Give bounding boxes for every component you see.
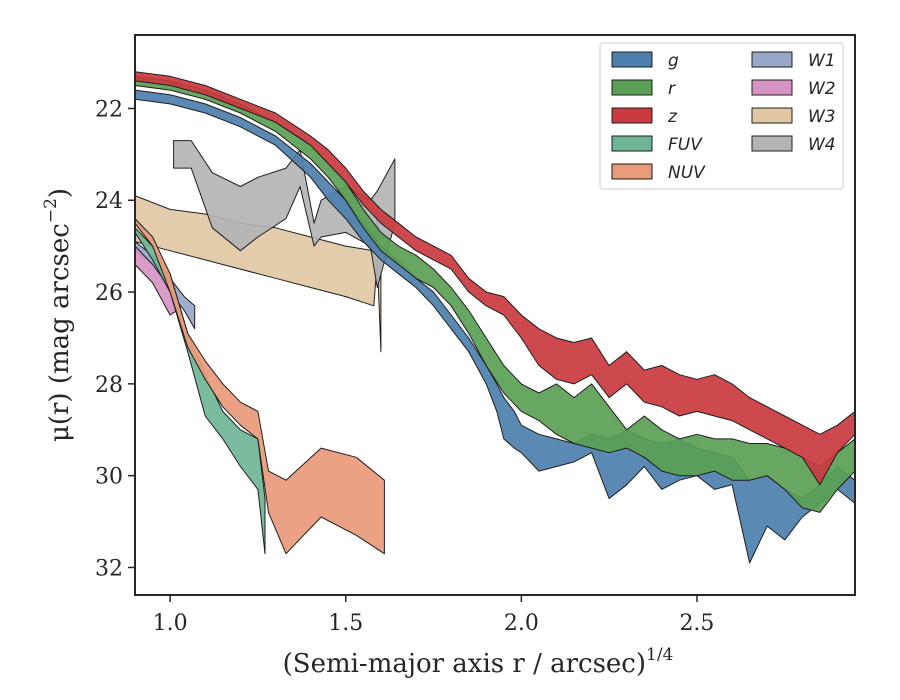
band-nuv <box>135 218 385 555</box>
x-axis-label-exponent: 1/4 <box>646 645 673 665</box>
x-tick-label: 1.0 <box>153 611 188 636</box>
y-axis-ticks: 22 24 26 28 30 32 <box>95 97 135 581</box>
legend-swatch-nuv <box>611 163 653 180</box>
legend-label-w4: W4 <box>808 135 836 155</box>
x-tick-label: 1.5 <box>328 611 363 636</box>
legend-swatch-w2 <box>751 79 793 96</box>
legend-swatch-w4 <box>751 135 793 152</box>
legend-label-w3: W3 <box>808 107 836 127</box>
legend-label-r: r <box>668 79 676 99</box>
x-axis-label-main: (Semi-major axis r / arcsec) <box>283 649 646 679</box>
x-axis-ticks: 1.0 1.5 2.0 2.5 <box>153 595 714 636</box>
legend-swatch-z <box>611 107 653 124</box>
legend: grz FUV NUV W1 W2 W3 W4 <box>599 42 844 190</box>
x-axis-label: (Semi-major axis r / arcsec)1/4 <box>283 645 674 679</box>
legend-swatch-g <box>611 51 653 68</box>
legend-swatch-r <box>611 79 653 96</box>
y-axis-label: μ(r) (mag arcsec−2) <box>41 188 75 442</box>
y-tick-label: 30 <box>95 465 123 490</box>
legend-swatch-fuv <box>611 135 653 152</box>
y-tick-label: 24 <box>95 189 123 214</box>
y-axis-label-exponent: −2 <box>41 198 61 223</box>
series-layer <box>135 71 855 564</box>
legend-label-z: z <box>667 107 678 127</box>
legend-label-w2: W2 <box>808 79 836 99</box>
band-z <box>135 71 855 486</box>
legend-swatch-w1 <box>751 51 793 68</box>
legend-label-nuv: NUV <box>668 163 706 183</box>
y-axis-label-close: ) <box>45 188 75 198</box>
y-tick-label: 28 <box>95 373 123 398</box>
x-tick-label: 2.5 <box>679 611 714 636</box>
legend-label-g: g <box>668 51 679 71</box>
legend-label-fuv: FUV <box>668 135 703 155</box>
band-r <box>135 75 855 513</box>
legend-label-w1: W1 <box>808 51 836 71</box>
legend-swatch-w3 <box>751 107 793 124</box>
plot-frame <box>134 34 856 596</box>
y-tick-label: 32 <box>95 556 123 581</box>
y-tick-label: 26 <box>95 281 123 306</box>
y-axis-label-main: μ(r) (mag arcsec <box>45 223 75 442</box>
x-tick-label: 2.0 <box>504 611 539 636</box>
y-tick-label: 22 <box>95 97 123 122</box>
